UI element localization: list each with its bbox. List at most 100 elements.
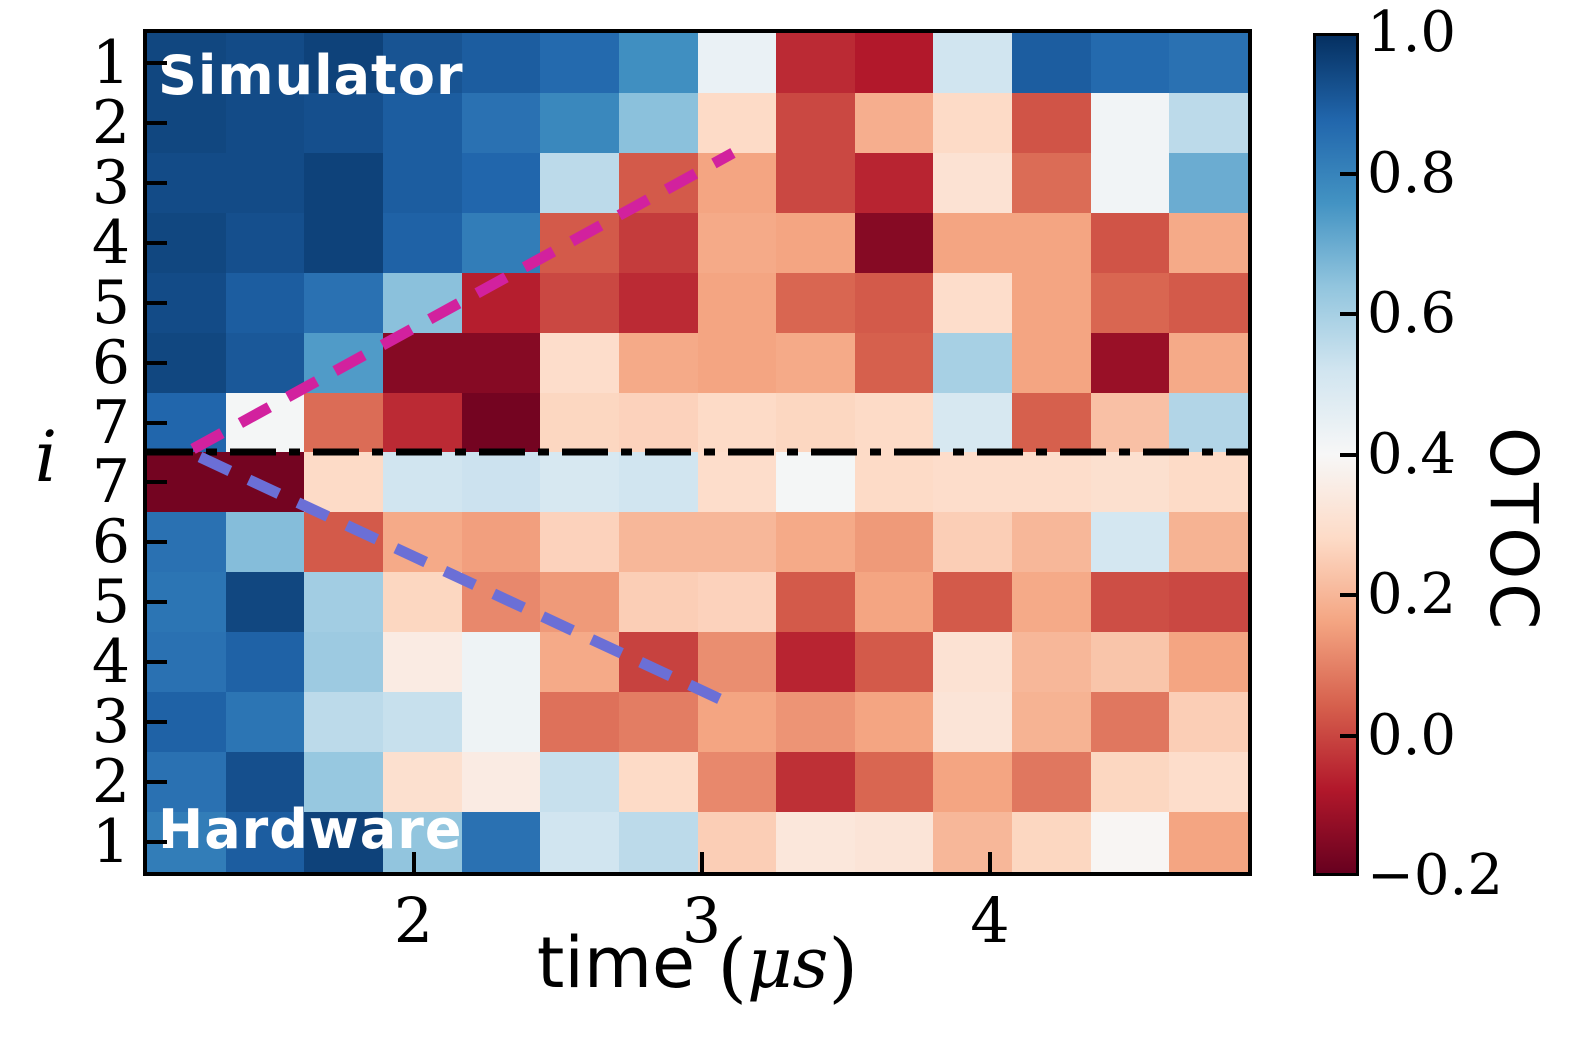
heatmap-cell [382,33,462,93]
y-tick-mark [147,600,167,605]
heatmap-cell [1090,812,1170,872]
heatmap-cell [776,512,855,573]
heatmap-cell [1090,512,1170,573]
y-tick-label: 1 [91,807,130,878]
heatmap-cell [1012,33,1091,93]
heatmap-cell [618,92,698,153]
colorbar-tick-label: 0.8 [1367,140,1457,206]
heatmap-cell [1090,332,1170,393]
heatmap-cell [933,812,1013,872]
heatmap-cell [776,632,855,693]
heatmap-cell [776,272,855,333]
heatmap-cell [697,92,777,153]
heatmap-cell [1012,152,1091,213]
heatmap-cell [933,92,1013,153]
y-tick-label: 4 [91,627,130,698]
heatmap-cell [933,272,1013,333]
heatmap-cell [776,752,855,813]
y-tick-mark [147,720,167,725]
heatmap-cell [1169,692,1248,753]
heatmap-cell [1090,632,1170,693]
x-tick-label: 2 [393,884,434,957]
heatmap-cell [225,33,305,93]
heatmap-cell [461,33,541,93]
heatmap-cell [225,92,305,153]
heatmap-cell [776,692,855,753]
heatmap-cell [933,392,1013,453]
heatmap-cell [1090,692,1170,753]
heatmap-cell [697,752,777,813]
y-axis-label: i [34,416,58,498]
heatmap-cell [854,212,934,273]
heatmap-cell [933,752,1013,813]
colorbar-tick-label: 0.4 [1367,421,1457,487]
x-tick-mark [988,852,992,872]
heatmap-cell [776,392,855,453]
colorbar-tick-mark [1340,171,1356,176]
heatmap-cell [1012,392,1091,453]
heatmap-cell [1090,33,1170,93]
heatmap-cell [1169,632,1248,693]
colorbar-axis-label: OTOC [1475,426,1552,634]
colorbar-tick-mark [1340,452,1356,457]
heatmap-cell [540,752,619,813]
y-tick-label: 6 [91,507,130,578]
x-axis-label-open-paren: ( [717,922,747,1011]
heatmap-cell [540,812,619,872]
heatmap-cell [1012,812,1091,872]
y-tick-label: 7 [91,447,130,518]
heatmap-cell [461,812,541,872]
heatmap-cell [854,33,934,93]
heatmap-cell [1012,512,1091,573]
heatmap-cell [854,812,934,872]
y-tick-label: 3 [91,687,130,758]
x-axis-label-word: time [536,922,696,1004]
heatmap-cell [933,632,1013,693]
y-tick-mark [147,840,167,845]
heatmap-cell [1012,92,1091,153]
y-tick-mark [147,300,167,305]
heatmap-cell [618,33,698,93]
y-tick-label: 5 [91,267,130,338]
heatmap-cell [776,452,855,513]
y-tick-mark [147,240,167,245]
heatmap-cell [854,452,934,513]
heatmap-cell [225,752,305,813]
heatmap-cell [461,752,541,813]
heatmap-cell [854,272,934,333]
heatmap-cell [854,332,934,393]
heatmap-cell [1090,152,1170,213]
heatmap-cell [933,512,1013,573]
heatmap-cell [854,512,934,573]
heatmap-cell [854,152,934,213]
heatmap-cell [1169,332,1248,393]
colorbar-tick-label: 0.2 [1367,562,1457,627]
heatmap-cell [461,92,541,153]
heatmap-cell [1090,452,1170,513]
heatmap-cell [304,812,383,872]
heatmap-cell [933,152,1013,213]
heatmap-cell [854,572,934,633]
heatmap-cell [933,572,1013,633]
heatmap-cell [304,92,383,153]
y-tick-label: 6 [91,327,130,398]
heatmap-cell [1012,332,1091,393]
heatmap-cell [1012,632,1091,693]
heatmap-cell [1169,452,1248,513]
heatmap-cell [1169,752,1248,813]
heatmap-cell [697,33,777,93]
y-tick-label: 7 [91,387,130,458]
heatmap-cell [1169,152,1248,213]
heatmap-cell [776,152,855,213]
heatmap-cell [1169,812,1248,872]
y-tick-mark [147,180,167,185]
heatmap-cell [1169,212,1248,273]
heatmap-cell [1012,452,1091,513]
y-tick-label: 5 [91,567,130,638]
heatmap-cell [1090,272,1170,333]
heatmap-cell [854,632,934,693]
heatmap-cell [1090,92,1170,153]
colorbar-tick-mark [1340,312,1356,316]
heatmap-cell [1169,272,1248,333]
